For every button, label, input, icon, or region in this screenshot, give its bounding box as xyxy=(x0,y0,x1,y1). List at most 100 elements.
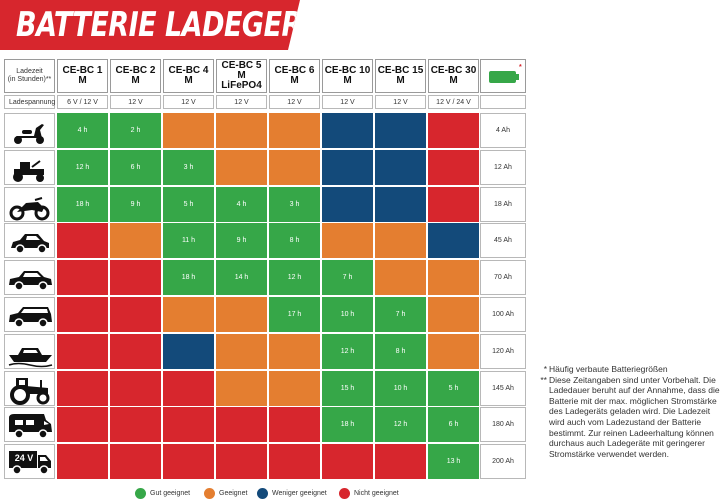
rating-cell-r0-c7 xyxy=(428,113,479,148)
legend-label: Nicht geeignet xyxy=(354,490,399,497)
rating-cell-r1-c6 xyxy=(375,149,426,185)
truck-24v-icon xyxy=(6,447,55,478)
compatibility-table: Ladezeit (in Stunden)** CE-BC 1 M CE-BC 2 … xyxy=(4,59,526,487)
header-model-4: CE-BC 6 M xyxy=(269,59,320,93)
vehicle-cell-4 xyxy=(4,260,55,296)
rating-cell-r8-c6: 12 h xyxy=(375,407,426,443)
legend-label: Gut geeignet xyxy=(150,490,191,497)
rating-cell-r3-c4: 8 h xyxy=(269,223,320,259)
rating-cell-r0-c0: 4 h xyxy=(57,113,108,148)
rating-cell-r9-c7: 13 h xyxy=(428,444,479,480)
header-battery-cell: * xyxy=(480,59,526,93)
legend: Gut geeignet Geeignet Weniger geeignet Nich… xyxy=(0,488,530,502)
legend-swatch xyxy=(339,488,350,499)
rating-cell-r8-c5: 18 h xyxy=(322,407,373,443)
rating-cell-r7-c0 xyxy=(57,370,108,406)
voltage-cell-3: 12 V xyxy=(216,95,267,109)
rating-cell-r4-c4: 12 h xyxy=(269,260,320,296)
rating-cell-r0-c4 xyxy=(269,113,320,148)
vehicle-cell-3 xyxy=(4,223,55,259)
rating-cell-r2-c1: 9 h xyxy=(110,186,161,222)
capacity-cell-6: 120 Ah xyxy=(480,333,526,369)
motorcycle-icon xyxy=(6,190,55,221)
header-corner-label: Ladezeit (in Stunden)** xyxy=(4,59,55,93)
rating-cell-r2-c0: 18 h xyxy=(57,186,108,222)
rating-cell-r2-c6 xyxy=(375,186,426,222)
rating-cell-r3-c6 xyxy=(375,223,426,259)
voltage-label: Ladespannung xyxy=(4,95,55,109)
rating-cell-r7-c4 xyxy=(269,370,320,406)
rating-cell-r1-c0: 12 h xyxy=(57,149,108,185)
small-car-icon xyxy=(6,226,55,257)
rating-cell-r3-c1 xyxy=(110,223,161,259)
rating-cell-r6-c2 xyxy=(163,333,214,369)
capacity-cell-7: 145 Ah xyxy=(480,370,526,406)
header-model-6: CE-BC 15 M xyxy=(375,59,426,93)
capacity-cell-8: 180 Ah xyxy=(480,407,526,443)
battery-star: * xyxy=(519,64,522,71)
voltage-cell-4: 12 V xyxy=(269,95,320,109)
rating-cell-r0-c1: 2 h xyxy=(110,113,161,148)
rating-cell-r9-c3 xyxy=(216,444,267,480)
header-model-1: CE-BC 2 M xyxy=(110,59,161,93)
rating-cell-r3-c5 xyxy=(322,223,373,259)
rating-cell-r3-c0 xyxy=(57,223,108,259)
voltage-cell-2: 12 V xyxy=(163,95,214,109)
rating-cell-r7-c7: 5 h xyxy=(428,370,479,406)
rating-cell-r4-c2: 18 h xyxy=(163,260,214,296)
rating-cell-r1-c7 xyxy=(428,149,479,185)
vehicle-cell-0 xyxy=(4,113,55,148)
rating-cell-r3-c7 xyxy=(428,223,479,259)
rating-cell-r9-c2 xyxy=(163,444,214,480)
rating-cell-r7-c1 xyxy=(110,370,161,406)
capacity-cell-9: 200 Ah xyxy=(480,444,526,480)
rating-cell-r7-c5: 15 h xyxy=(322,370,373,406)
rating-cell-r4-c0 xyxy=(57,260,108,296)
rating-cell-r6-c4 xyxy=(269,333,320,369)
rating-cell-r2-c4: 3 h xyxy=(269,186,320,222)
footnote-text: Häufig verbaute Batteriegrößen xyxy=(549,364,668,374)
rating-cell-r3-c3: 9 h xyxy=(216,223,267,259)
rating-cell-r9-c4 xyxy=(269,444,320,480)
header-model-3: CE-BC 5 M LiFePO4 xyxy=(216,59,267,93)
rating-cell-r3-c2: 11 h xyxy=(163,223,214,259)
rating-cell-r9-c5 xyxy=(322,444,373,480)
battery-full-icon xyxy=(489,71,516,83)
rating-cell-r6-c3 xyxy=(216,333,267,369)
rating-cell-r1-c1: 6 h xyxy=(110,149,161,185)
rating-cell-r7-c6: 10 h xyxy=(375,370,426,406)
footnote-1: ** Diese Zeitangaben sind unter Vorbehalt… xyxy=(537,375,720,460)
vehicle-cell-7 xyxy=(4,370,55,406)
rating-cell-r5-c5: 10 h xyxy=(322,297,373,332)
rating-cell-r2-c7 xyxy=(428,186,479,222)
legend-item-r: Nicht geeignet xyxy=(339,488,399,499)
legend-swatch xyxy=(204,488,215,499)
rating-cell-r9-c6 xyxy=(375,444,426,480)
rating-cell-r8-c4 xyxy=(269,407,320,443)
rating-cell-r4-c6 xyxy=(375,260,426,296)
vehicle-cell-8 xyxy=(4,407,55,443)
capacity-cell-5: 100 Ah xyxy=(480,297,526,332)
rating-cell-r6-c5: 12 h xyxy=(322,333,373,369)
capacity-cell-3: 45 Ah xyxy=(480,223,526,259)
vehicle-cell-2 xyxy=(4,186,55,222)
rating-cell-r1-c4 xyxy=(269,149,320,185)
truck-voltage-label: 24 V xyxy=(14,453,34,464)
rating-cell-r2-c3: 4 h xyxy=(216,186,267,222)
rating-cell-r8-c2 xyxy=(163,407,214,443)
voltage-cell-0: 6 V / 12 V xyxy=(57,95,108,109)
rating-cell-r5-c4: 17 h xyxy=(269,297,320,332)
footnote-marker: ** xyxy=(540,374,547,385)
title-banner: BATTERIE LADEGERÄTE xyxy=(0,0,300,50)
rating-cell-r0-c2 xyxy=(163,113,214,148)
rating-cell-r9-c0 xyxy=(57,444,108,480)
voltage-cell-5: 12 V xyxy=(322,95,373,109)
rating-cell-r5-c1 xyxy=(110,297,161,332)
rating-cell-r1-c3 xyxy=(216,149,267,185)
rating-cell-r6-c6: 8 h xyxy=(375,333,426,369)
battery-tip xyxy=(516,74,519,80)
rating-cell-r5-c3 xyxy=(216,297,267,332)
motorhome-icon xyxy=(6,410,55,441)
header-model-0: CE-BC 1 M xyxy=(57,59,108,93)
rating-cell-r0-c3 xyxy=(216,113,267,148)
